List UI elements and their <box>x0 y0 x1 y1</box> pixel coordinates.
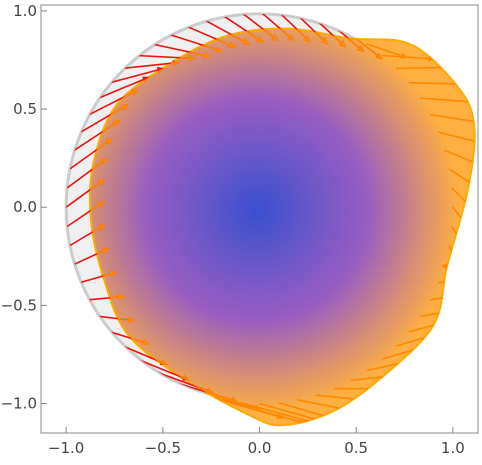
field-arrow-in-45 <box>89 248 110 265</box>
x-tick-label: 0.5 <box>344 439 368 457</box>
x-tick-label: −0.5 <box>145 439 181 457</box>
field-arrow-in-1 <box>277 28 311 43</box>
y-tick-label: 0.0 <box>13 198 37 216</box>
y-tick-label: −0.5 <box>1 296 37 314</box>
y-tick-label: 0.5 <box>13 100 37 118</box>
y-tick-label: 1.0 <box>13 2 37 20</box>
field-arrow-in-0 <box>258 28 295 42</box>
y-tick-label: −1.0 <box>1 395 37 413</box>
x-tick-label: 1.0 <box>441 439 465 457</box>
field-arrow-in-12 <box>437 131 475 150</box>
field-arrow-in-13 <box>444 149 475 174</box>
field-arrow-in-63 <box>240 28 279 42</box>
field-arrow-in-10 <box>420 97 475 104</box>
field-arrow-in-11 <box>429 113 475 126</box>
field-arrow-in-46 <box>89 224 106 247</box>
x-tick-label: −1.0 <box>48 439 84 457</box>
field-arrow-in-50 <box>89 138 114 170</box>
deformed-region <box>89 28 475 426</box>
field-arrow-in-47 <box>89 200 105 228</box>
field-arrow-in-48 <box>89 178 106 208</box>
field-arrow-in-62 <box>221 28 264 43</box>
field-arrow-in-2 <box>296 28 329 45</box>
field-arrow-in-49 <box>89 157 108 189</box>
x-tick-label: 0.0 <box>248 439 272 457</box>
